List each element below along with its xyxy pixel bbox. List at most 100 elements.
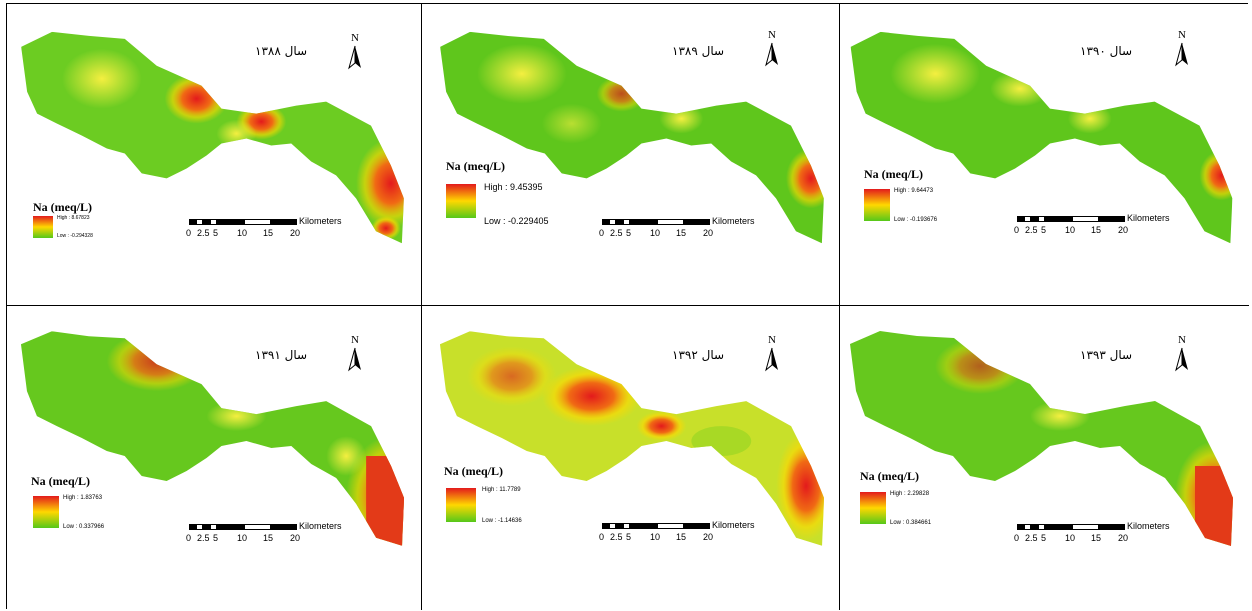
scale-tick: 20 [290,533,301,543]
north-arrow-icon [1175,42,1188,67]
year-title: سال ۱۳۸۹ [672,44,725,58]
north-arrow: N [1172,334,1192,374]
north-letter: N [351,334,359,346]
scale-tick: 10 [650,228,661,238]
map-1393 [850,331,1233,546]
legend-low: Low : -0.229405 [484,216,549,226]
scale-tick: 20 [290,228,301,238]
year-title: سال ۱۳۹۲ [672,348,725,362]
scale-bar [1017,216,1125,222]
north-arrow: N [762,29,782,69]
scale-unit: Kilometers [712,520,755,530]
scale-tick: 0 [186,533,192,543]
scale-tick: 2.5 [197,533,210,543]
scale-tick: 0 [186,228,192,238]
scale-tick: 15 [676,228,687,238]
scale-tick: 10 [237,533,248,543]
year-title: سال ۱۳۹۰ [1080,44,1133,58]
scale-tick: 5 [1041,225,1047,235]
scale-tick: 15 [263,228,274,238]
scale-tick: 0 [599,228,605,238]
north-arrow-icon [348,347,361,372]
map-panel-1389: سال ۱۳۸۹ N Na (meq/L) High : 9.45395 Low… [422,4,840,306]
north-letter: N [1178,334,1186,346]
legend-color-ramp [446,184,476,218]
north-arrow: N [1172,29,1192,69]
legend-high: High : 9.45395 [484,182,543,192]
north-arrow: N [345,334,365,374]
scale-tick: 0 [1014,533,1020,543]
map-panel-1392: سال ۱۳۹۲ N Na (meq/L) High : 11.7789 Low… [422,306,840,610]
scale-tick: 20 [1118,533,1129,543]
north-letter: N [768,334,776,346]
north-letter: N [351,32,359,44]
legend-title: Na (meq/L) [860,469,919,483]
scale-tick: 0 [599,532,605,542]
scale-unit: Kilometers [299,521,342,531]
legend-low: Low : -1.14636 [482,518,522,524]
scale-tick: 2.5 [1025,225,1038,235]
scale-unit: Kilometers [1127,213,1170,223]
scale-tick: 2.5 [610,532,623,542]
scale-tick: 15 [1091,225,1102,235]
map-panel-1388: سال ۱۳۸۸ N Na (meq/L) High : 8.67823 Low… [7,4,422,306]
north-arrow-icon [348,45,361,70]
legend-title: Na (meq/L) [31,474,90,488]
legend-high: High : 11.7789 [482,487,521,493]
scale-tick: 20 [703,228,714,238]
scale-tick: 10 [650,532,661,542]
map-1391 [20,331,405,546]
scale-tick: 5 [626,532,632,542]
north-arrow-icon [765,42,778,67]
scale-tick: 2.5 [1025,533,1038,543]
year-title: سال ۱۳۹۳ [1080,348,1133,362]
scale-tick: 20 [1118,225,1129,235]
scale-tick: 5 [1041,533,1047,543]
map-1392 [439,331,825,546]
legend-title: Na (meq/L) [444,464,503,478]
legend-high: High : 2.29828 [890,491,930,497]
scale-tick: 5 [213,228,219,238]
scale-bar [602,219,710,225]
year-title: سال ۱۳۸۸ [255,44,308,58]
scale-unit: Kilometers [712,216,755,226]
north-arrow: N [345,32,365,72]
scale-tick: 15 [1091,533,1102,543]
map-1388 [21,31,404,244]
legend-low: Low : -0.193676 [894,217,938,223]
scale-tick: 20 [703,532,714,542]
map-1390 [850,31,1233,244]
legend-low: Low : 0.384661 [890,520,932,526]
scale-tick: 10 [1065,533,1076,543]
legend-color-ramp [33,496,59,528]
legend-color-ramp [446,488,476,522]
legend-high: High : 8.67823 [57,215,90,221]
legend-color-ramp [33,216,53,238]
north-letter: N [768,29,776,41]
map-panel-1390: سال ۱۳۹۰ N Na (meq/L) High : 9.64473 Low… [840,4,1249,306]
scale-tick: 2.5 [610,228,623,238]
legend-title: Na (meq/L) [864,167,923,181]
north-arrow: N [762,334,782,374]
scale-unit: Kilometers [1127,521,1170,531]
north-letter: N [1178,29,1186,41]
scale-tick: 10 [237,228,248,238]
scale-bar [1017,524,1125,530]
scale-bar [189,524,297,530]
scale-bar [189,219,297,225]
scale-unit: Kilometers [299,216,342,226]
legend-title: Na (meq/L) [446,159,505,173]
legend-color-ramp [864,189,890,221]
legend-low: Low : -0.294328 [57,233,93,239]
scale-tick: 2.5 [197,228,210,238]
map-1389 [440,31,824,244]
legend-color-ramp [860,492,886,524]
scale-tick: 15 [263,533,274,543]
legend-high: High : 9.64473 [894,188,934,194]
scale-tick: 5 [626,228,632,238]
year-title: سال ۱۳۹۱ [255,348,308,362]
map-panel-1391: سال ۱۳۹۱ N Na (meq/L) High : 1.83763 Low… [7,306,422,610]
north-arrow-icon [1175,347,1188,372]
scale-tick: 15 [676,532,687,542]
map-grid: سال ۱۳۸۸ N Na (meq/L) High : 8.67823 Low… [6,3,1249,610]
